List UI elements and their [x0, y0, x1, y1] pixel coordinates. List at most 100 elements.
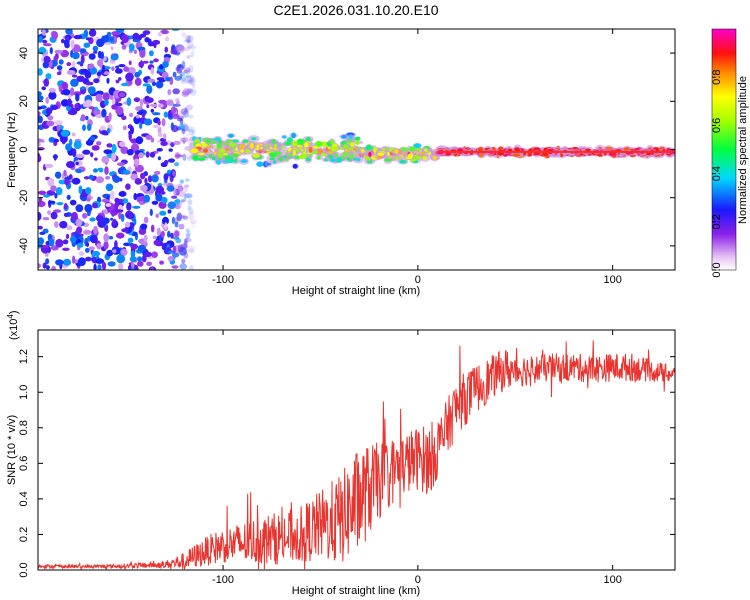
snr-y-multiplier-close: ) — [8, 310, 20, 314]
spectrogram-cell — [140, 223, 148, 230]
spectrogram-cell — [94, 157, 98, 161]
spectrogram-cell — [76, 75, 85, 83]
spectrogram-cell — [187, 205, 191, 211]
spectrogram-cell — [95, 258, 105, 264]
spectrogram-cell — [112, 249, 117, 254]
spectrogram-cell — [114, 209, 124, 213]
spectrogram-cell — [130, 173, 139, 181]
spectrogram-cell — [66, 194, 71, 200]
spectrogram-cell — [102, 217, 110, 224]
spectrogram-cell — [278, 157, 283, 162]
spectrogram-cell — [138, 228, 147, 235]
spectrogram-cell — [160, 141, 168, 147]
spectrogram-cell — [89, 136, 96, 141]
spectrogram-cell — [43, 78, 50, 87]
spectrogram-cell — [167, 185, 175, 192]
spectrogram-cell — [186, 55, 191, 59]
spectrogram-cell — [180, 199, 185, 203]
spectrogram-cell — [93, 168, 98, 173]
spectrogram-cell — [186, 128, 193, 133]
spectrogram-cell — [44, 163, 54, 168]
spectrogram-cell — [56, 124, 61, 132]
spectrogram-cell — [75, 168, 83, 174]
spectrogram-ticks: -100 0 100 -40 -20 0 20 40 — [18, 29, 675, 286]
spectrogram-cell — [140, 172, 146, 180]
spectrogram-cell — [161, 196, 168, 204]
spectrogram-cell — [330, 158, 336, 163]
spectrogram-cell — [104, 166, 109, 175]
spectrogram-cell — [205, 139, 212, 143]
spectrogram-cell — [38, 190, 47, 195]
spectrogram-cell — [303, 142, 309, 148]
spectrogram-cell — [83, 176, 90, 180]
spectrogram-cell — [167, 201, 177, 210]
spectrogram-cell — [292, 163, 298, 169]
spectrogram-cell — [101, 261, 107, 270]
spectrogram-cell — [252, 153, 260, 158]
spectrogram-cell — [145, 134, 153, 140]
spectrogram-cell — [123, 66, 130, 72]
spectrogram-cell — [95, 176, 105, 184]
spectrogram-cell — [108, 112, 112, 121]
spectrogram-cell — [45, 73, 52, 80]
spectrogram-cell — [151, 81, 157, 87]
spectrogram-cell — [134, 71, 141, 78]
spectrogram-cell — [56, 71, 62, 76]
spectrogram-cell — [178, 215, 186, 219]
spectrogram-cell — [349, 154, 354, 159]
spectrogram-cell — [102, 92, 110, 101]
spectrogram-cell — [171, 216, 175, 224]
spectrogram-cell — [165, 76, 171, 82]
spectrogram-cell — [308, 146, 313, 153]
spectrogram-cell — [172, 88, 180, 95]
spectrogram-cell — [108, 36, 115, 41]
y-tick-label: -20 — [18, 190, 30, 206]
spectrogram-cell — [424, 148, 428, 152]
spectrogram-cell — [187, 35, 191, 44]
spectrogram-cell — [182, 110, 189, 118]
spectrogram-cell — [182, 153, 187, 161]
spectrogram-cell — [115, 29, 125, 33]
snr-x-label: Height of straight line (km) — [292, 585, 420, 597]
spectrogram-cell — [91, 250, 101, 257]
spectrogram-cell — [144, 251, 152, 257]
spectrogram-cell — [605, 146, 613, 150]
spectrogram-cell — [138, 152, 144, 159]
spectrogram-cell — [172, 71, 177, 78]
spectrogram-cell — [55, 259, 64, 266]
spectrogram-cell — [41, 29, 46, 36]
snr-y-multiplier-base: (x10 — [8, 319, 20, 340]
spectrogram-cell — [121, 228, 129, 233]
spectrogram-cell — [130, 250, 136, 258]
spectrogram-cell — [182, 136, 189, 142]
spectrogram-cell — [155, 80, 164, 89]
spectrogram-cell — [118, 263, 124, 270]
spectrogram-cell — [192, 155, 199, 161]
colorbar-tick-label: 0.8 — [711, 70, 723, 85]
spectrogram-cell — [171, 29, 180, 32]
spectrogram-cell — [82, 212, 88, 219]
spectrogram-cell — [131, 261, 135, 269]
spectrogram-cell — [95, 93, 103, 102]
spectrogram-cell — [143, 234, 148, 243]
spectrogram-cell — [350, 142, 355, 147]
spectrogram-cell — [102, 209, 108, 214]
spectrogram-cell — [137, 261, 144, 267]
spectrogram-cell — [182, 88, 191, 96]
spectrogram-cell — [126, 149, 134, 156]
spectrogram-cell — [185, 232, 190, 239]
spectrogram-cell — [149, 60, 154, 64]
spectrogram-cell — [134, 178, 142, 185]
spectrogram-cell — [185, 35, 194, 43]
spectrogram-cell — [177, 244, 184, 253]
spectrogram-cell — [46, 120, 55, 127]
spectrogram-cell — [42, 217, 50, 221]
spectrogram-cell — [133, 193, 137, 201]
spectrogram-cell — [187, 126, 196, 135]
spectrogram-cell — [109, 95, 114, 100]
spectrogram-cell — [128, 43, 135, 52]
spectrogram-cell — [93, 263, 97, 270]
spectrogram-cell — [156, 148, 163, 152]
spectrogram-cell — [305, 157, 311, 162]
spectrogram-cell — [133, 97, 141, 102]
